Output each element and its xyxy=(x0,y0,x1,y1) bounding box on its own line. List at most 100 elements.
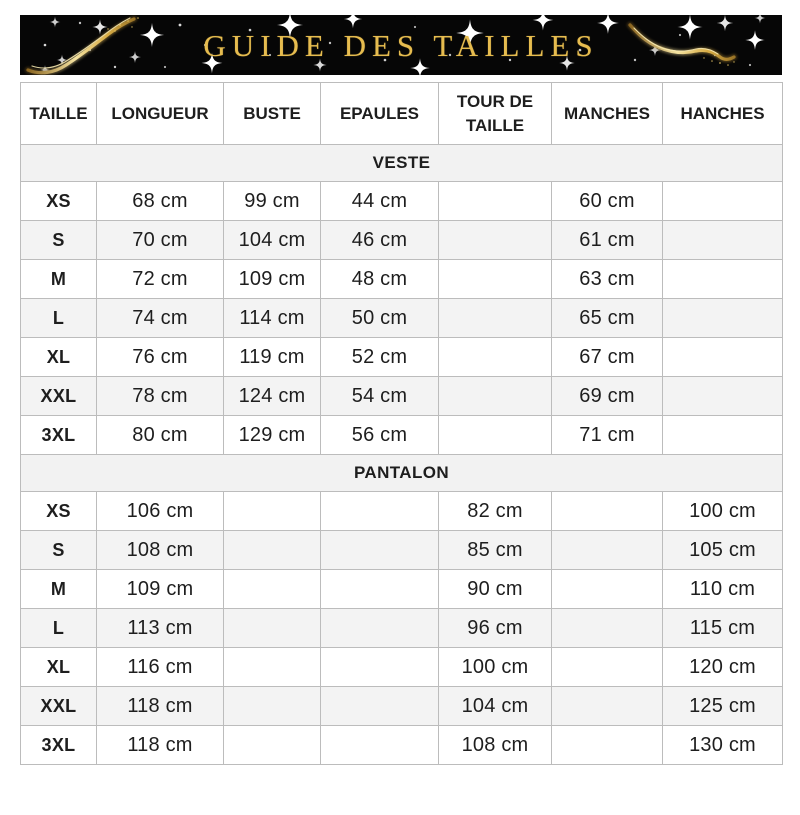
size-label: M xyxy=(20,569,97,609)
section-row-veste: VESTE xyxy=(20,144,783,182)
measure-cell: 116 cm xyxy=(96,647,224,687)
size-label: 3XL xyxy=(20,725,97,765)
measure-cell: 48 cm xyxy=(320,259,439,299)
measure-cell xyxy=(662,220,783,260)
measure-cell xyxy=(320,491,439,531)
measure-cell xyxy=(223,647,321,687)
measure-cell xyxy=(551,647,663,687)
measure-cell: 60 cm xyxy=(551,181,663,221)
measure-cell xyxy=(551,530,663,570)
measure-cell xyxy=(662,415,783,455)
measure-cell: 115 cm xyxy=(662,608,783,648)
measure-cell: 72 cm xyxy=(96,259,224,299)
measure-cell xyxy=(223,491,321,531)
size-row-pantalon-s: S 108 cm 85 cm 105 cm xyxy=(20,530,783,570)
measure-cell xyxy=(438,220,552,260)
page-title: GUIDE DES TAILLES xyxy=(203,27,599,63)
measure-cell xyxy=(320,530,439,570)
measure-cell: 70 cm xyxy=(96,220,224,260)
measure-cell: 68 cm xyxy=(96,181,224,221)
measure-cell xyxy=(438,337,552,377)
measure-cell xyxy=(320,647,439,687)
measure-cell: 104 cm xyxy=(223,220,321,260)
size-label: XXL xyxy=(20,376,97,416)
column-header-6: HANCHES xyxy=(662,82,783,145)
measure-cell: 54 cm xyxy=(320,376,439,416)
size-label: XXL xyxy=(20,686,97,726)
measure-cell: 100 cm xyxy=(662,491,783,531)
measure-cell: 110 cm xyxy=(662,569,783,609)
measure-cell xyxy=(320,686,439,726)
size-row-pantalon-l: L 113 cm 96 cm 115 cm xyxy=(20,608,783,648)
measure-cell: 99 cm xyxy=(223,181,321,221)
measure-cell xyxy=(551,608,663,648)
measure-cell: 52 cm xyxy=(320,337,439,377)
measure-cell: 118 cm xyxy=(96,686,224,726)
column-header-0: TAILLE xyxy=(20,82,97,145)
measure-cell: 118 cm xyxy=(96,725,224,765)
measure-cell: 63 cm xyxy=(551,259,663,299)
measure-cell: 67 cm xyxy=(551,337,663,377)
measure-cell xyxy=(438,181,552,221)
size-label: XS xyxy=(20,491,97,531)
measure-cell: 50 cm xyxy=(320,298,439,338)
measure-cell: 90 cm xyxy=(438,569,552,609)
measure-cell: 106 cm xyxy=(96,491,224,531)
measure-cell xyxy=(223,725,321,765)
measure-cell: 74 cm xyxy=(96,298,224,338)
measure-cell xyxy=(662,259,783,299)
size-guide-table: TAILLE LONGUEUR BUSTE EPAULES TOUR DE TAILLE… xyxy=(20,82,783,765)
size-row-veste-l: L 74 cm 114 cm 50 cm 65 cm xyxy=(20,298,783,338)
column-header-3: EPAULES xyxy=(320,82,439,145)
size-label: L xyxy=(20,298,97,338)
measure-cell xyxy=(320,725,439,765)
measure-cell: 85 cm xyxy=(438,530,552,570)
measure-cell: 119 cm xyxy=(223,337,321,377)
measure-cell: 82 cm xyxy=(438,491,552,531)
measure-cell xyxy=(320,569,439,609)
measure-cell xyxy=(551,686,663,726)
column-header-4: TOUR DE TAILLE xyxy=(438,82,552,145)
size-label: S xyxy=(20,220,97,260)
measure-cell: 114 cm xyxy=(223,298,321,338)
size-row-veste-s: S 70 cm 104 cm 46 cm 61 cm xyxy=(20,220,783,260)
measure-cell: 71 cm xyxy=(551,415,663,455)
size-row-veste-xs: XS 68 cm 99 cm 44 cm 60 cm xyxy=(20,181,783,221)
measure-cell: 104 cm xyxy=(438,686,552,726)
measure-cell xyxy=(438,298,552,338)
measure-cell: 120 cm xyxy=(662,647,783,687)
measure-cell: 69 cm xyxy=(551,376,663,416)
size-label: XL xyxy=(20,337,97,377)
measure-cell: 113 cm xyxy=(96,608,224,648)
measure-cell xyxy=(438,376,552,416)
measure-cell xyxy=(223,530,321,570)
measure-cell xyxy=(320,608,439,648)
section-row-pantalon: PANTALON xyxy=(20,454,783,492)
size-label: XS xyxy=(20,181,97,221)
size-label: XL xyxy=(20,647,97,687)
size-row-pantalon-xxl: XXL 118 cm 104 cm 125 cm xyxy=(20,686,783,726)
measure-cell: 108 cm xyxy=(438,725,552,765)
measure-cell: 108 cm xyxy=(96,530,224,570)
measure-cell xyxy=(223,569,321,609)
measure-cell: 46 cm xyxy=(320,220,439,260)
measure-cell: 96 cm xyxy=(438,608,552,648)
measure-cell xyxy=(223,608,321,648)
measure-cell: 80 cm xyxy=(96,415,224,455)
table-body: VESTE XS 68 cm 99 cm 44 cm 60 cm S 70 cm 104 cm 4… xyxy=(20,144,783,765)
measure-cell xyxy=(223,686,321,726)
measure-cell xyxy=(438,259,552,299)
measure-cell: 129 cm xyxy=(223,415,321,455)
measure-cell xyxy=(662,181,783,221)
measure-cell xyxy=(551,491,663,531)
size-row-veste-3xl: 3XL 80 cm 129 cm 56 cm 71 cm xyxy=(20,415,783,455)
measure-cell: 124 cm xyxy=(223,376,321,416)
size-row-pantalon-xs: XS 106 cm 82 cm 100 cm xyxy=(20,491,783,531)
gold-swoosh-right xyxy=(627,22,737,66)
column-header-2: BUSTE xyxy=(223,82,321,145)
size-row-veste-xl: XL 76 cm 119 cm 52 cm 67 cm xyxy=(20,337,783,377)
measure-cell: 125 cm xyxy=(662,686,783,726)
measure-cell xyxy=(662,298,783,338)
size-label: S xyxy=(20,530,97,570)
size-row-pantalon-m: M 109 cm 90 cm 110 cm xyxy=(20,569,783,609)
